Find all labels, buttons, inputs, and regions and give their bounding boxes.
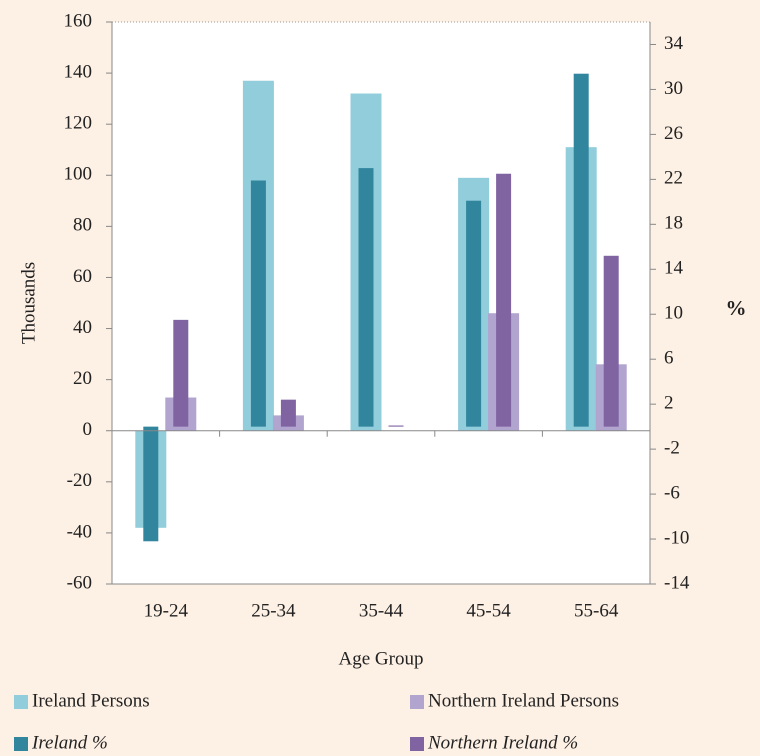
y-tick-label: 100: [64, 164, 93, 185]
y2-tick-label: -14: [664, 572, 690, 593]
legend-swatch: [410, 737, 424, 751]
bar: [250, 180, 266, 427]
bar: [358, 168, 374, 427]
y-tick-label: -40: [67, 521, 92, 542]
x-axis-label: Age Group: [339, 648, 424, 669]
bar: [388, 425, 404, 427]
x-tick-label: 35-44: [359, 600, 404, 621]
y2-tick-label: 18: [664, 213, 683, 234]
y-tick-label: 80: [73, 215, 92, 236]
bar: [603, 255, 619, 427]
y-tick-label: 20: [73, 368, 92, 389]
y2-tick-label: 34: [664, 33, 684, 54]
y2-tick-label: 10: [664, 303, 683, 324]
y2-tick-label: 22: [664, 168, 683, 189]
y2-tick-label: 2: [664, 393, 674, 414]
y2-tick-label: -10: [664, 527, 689, 548]
legend-swatch: [14, 737, 28, 751]
bar: [466, 200, 482, 427]
legend-label: Ireland %: [31, 732, 108, 753]
bar: [573, 73, 589, 427]
x-tick-label: 25-34: [251, 600, 296, 621]
y2-axis-label: %: [726, 296, 747, 320]
legend-swatch: [410, 695, 424, 709]
y2-tick-label: -2: [664, 437, 680, 458]
bar: [280, 399, 296, 427]
y-tick-label: 120: [64, 113, 93, 134]
y2-tick-label: 30: [664, 78, 683, 99]
bar: [173, 319, 189, 427]
y2-tick-label: 26: [664, 123, 683, 144]
y-tick-label: -20: [67, 470, 92, 491]
bar: [496, 173, 512, 427]
y-tick-label: 0: [83, 419, 93, 440]
y2-tick-label: 14: [664, 258, 684, 279]
y-tick-label: 160: [64, 10, 93, 31]
legend-label: Ireland Persons: [32, 690, 150, 711]
bar: [143, 426, 159, 542]
x-tick-label: 19-24: [144, 600, 189, 621]
x-tick-label: 55-64: [574, 600, 619, 621]
y-tick-label: 140: [64, 61, 93, 82]
y-axis-label: Thousands: [18, 262, 39, 344]
y-tick-label: -60: [67, 572, 92, 593]
y2-tick-label: -6: [664, 482, 680, 503]
y-tick-label: 60: [73, 266, 92, 287]
y-tick-label: 40: [73, 317, 92, 338]
legend-label: Northern Ireland %: [427, 732, 578, 753]
y2-tick-label: 6: [664, 348, 674, 369]
legend-swatch: [14, 695, 28, 709]
legend-label: Northern Ireland Persons: [428, 690, 619, 711]
x-tick-label: 45-54: [466, 600, 511, 621]
